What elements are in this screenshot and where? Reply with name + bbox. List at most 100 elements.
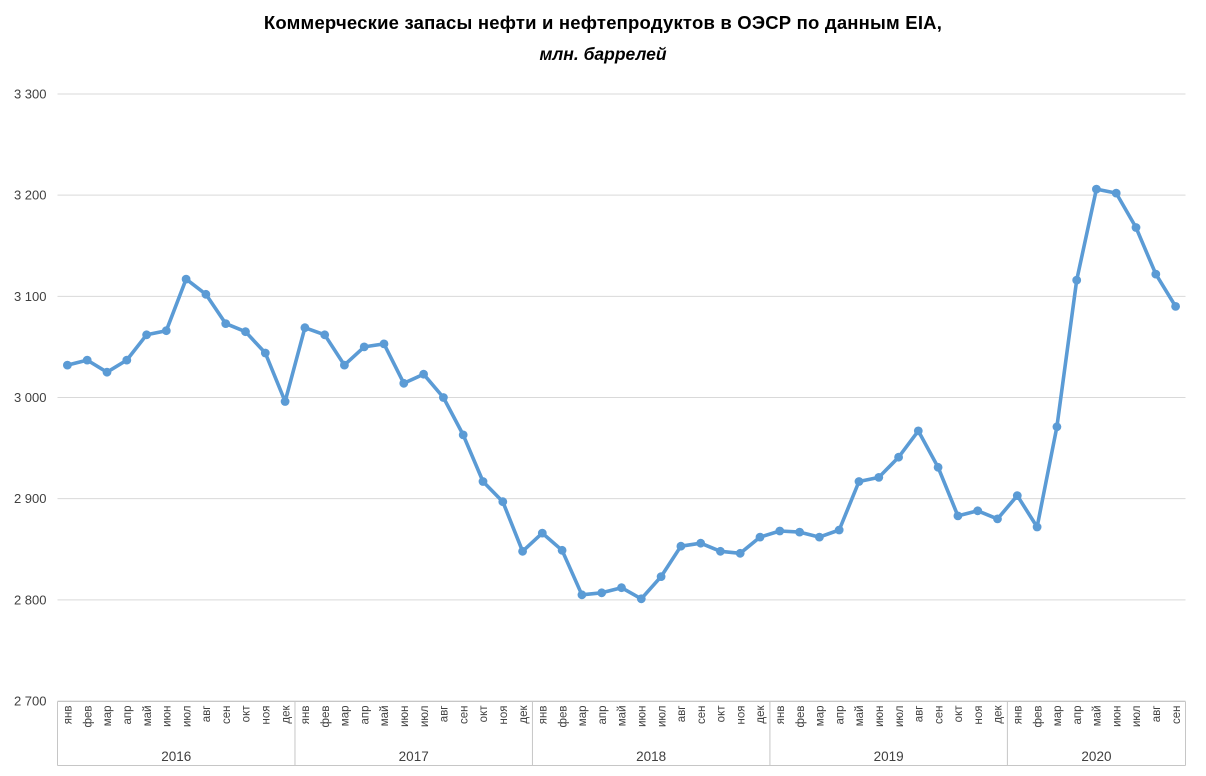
month-tick-label: янв [538, 706, 550, 725]
month-tick-label: мар [1052, 706, 1064, 727]
month-tick-label: апр [1072, 706, 1084, 725]
data-point [1111, 188, 1121, 198]
month-tick-label: апр [597, 706, 609, 725]
data-point [1072, 275, 1082, 285]
data-point [1032, 522, 1042, 532]
data-point [557, 545, 567, 555]
month-tick-label: фев [82, 706, 94, 728]
data-point [280, 397, 290, 406]
month-tick-label: ноя [973, 706, 985, 725]
data-point [854, 477, 864, 486]
data-point [933, 462, 943, 472]
month-tick-label: дек [755, 705, 767, 724]
month-tick-label: янв [300, 706, 312, 725]
data-point [1092, 184, 1101, 194]
data-point [993, 514, 1002, 524]
series-line [65, 187, 1178, 601]
data-point [320, 330, 330, 340]
month-tick-label: июл [656, 706, 668, 728]
month-tick-label: окт [953, 705, 965, 723]
month-tick-label: май [142, 706, 154, 727]
data-point [795, 527, 804, 537]
data-point [1131, 223, 1141, 232]
y-axis-tick-label: 2 900 [14, 491, 47, 506]
data-point [201, 289, 211, 299]
month-tick-label: мар [815, 706, 827, 727]
month-tick-label: окт [478, 705, 490, 723]
data-point [379, 339, 389, 349]
month-tick-label: авг [1151, 706, 1163, 723]
month-tick-label: фев [557, 706, 569, 728]
data-point [973, 506, 983, 516]
data-point [359, 342, 369, 352]
data-point [498, 497, 508, 507]
data-point [82, 355, 92, 365]
month-tick-label: сен [933, 706, 945, 725]
data-point [834, 525, 844, 535]
data-point [181, 274, 191, 284]
data-point [953, 511, 963, 521]
y-axis-tick-label: 3 200 [14, 188, 47, 203]
y-axis-tick-label: 2 800 [14, 592, 47, 607]
month-tick-label: апр [359, 706, 371, 725]
month-tick-label: авг [914, 706, 926, 723]
data-point [122, 355, 132, 365]
month-tick-label: дек [518, 705, 530, 724]
data-point [656, 572, 666, 581]
data-point [439, 393, 448, 402]
chart-subtitle: млн. баррелей [539, 44, 667, 64]
data-point [716, 546, 725, 556]
y-axis-tick-label: 2 700 [14, 694, 47, 709]
data-point [1171, 302, 1180, 311]
data-point [161, 326, 171, 336]
month-tick-label: апр [834, 706, 846, 725]
month-tick-label: сен [1171, 706, 1183, 725]
data-point [577, 590, 587, 600]
data-point [102, 367, 112, 377]
month-tick-label: июн [1111, 706, 1123, 727]
month-tick-label: июл [894, 706, 906, 728]
month-tick-label: июл [419, 706, 431, 728]
month-tick-label: май [379, 706, 391, 727]
data-point [735, 548, 745, 558]
data-point [755, 532, 765, 542]
month-tick-label: июл [181, 706, 193, 728]
data-point [597, 588, 607, 598]
year-label: 2016 [161, 749, 191, 764]
data-point [300, 323, 310, 333]
month-tick-label: фев [320, 706, 332, 728]
month-tick-label: дек [280, 705, 292, 724]
month-tick-label: фев [795, 706, 807, 728]
month-tick-label: июн [636, 706, 648, 727]
month-tick-label: мар [340, 706, 352, 727]
data-point [696, 538, 706, 548]
data-point [340, 360, 349, 370]
month-tick-label: ноя [735, 706, 747, 725]
data-point [815, 532, 824, 542]
month-tick-label: май [617, 706, 629, 727]
data-point [241, 327, 250, 337]
month-tick-label: янв [775, 706, 787, 725]
data-point [63, 360, 72, 370]
month-tick-label: авг [201, 706, 213, 723]
data-point [399, 378, 409, 388]
data-point [458, 430, 468, 440]
month-tick-label: июн [399, 706, 411, 727]
y-axis-tick-label: 3 100 [14, 289, 47, 304]
data-point [518, 546, 527, 556]
month-tick-label: ноя [498, 706, 510, 725]
data-point [636, 594, 646, 604]
month-tick-label: май [854, 706, 866, 727]
chart-title: Коммерческие запасы нефти и нефтепродукт… [263, 12, 943, 33]
month-tick-label: авг [676, 706, 688, 723]
data-point [537, 528, 547, 538]
data-point [221, 319, 231, 328]
data-point [1151, 269, 1161, 279]
month-tick-label: май [1092, 706, 1104, 727]
month-tick-label: сен [696, 706, 708, 725]
data-point [478, 477, 488, 486]
data-point [894, 452, 903, 462]
month-tick-label: янв [63, 706, 75, 725]
